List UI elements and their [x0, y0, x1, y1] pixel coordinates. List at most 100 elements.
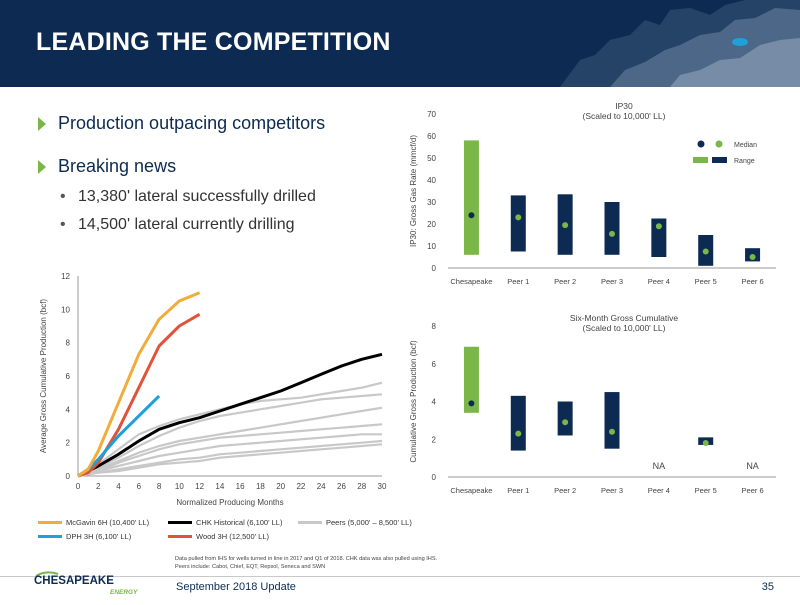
page-title: LEADING THE COMPETITION: [36, 28, 391, 56]
y-tick-label: 0: [432, 473, 437, 482]
y-tick-label: 8: [66, 339, 71, 348]
sub-bullet: • 14,500' lateral currently drilling: [60, 216, 295, 234]
footnote-line: Peers include: Cabot, Chief, EQT, Repsol…: [175, 564, 326, 570]
series-line-peer: [77, 433, 382, 478]
y-tick-label: 4: [432, 398, 437, 407]
x-tick-label: 14: [215, 482, 224, 491]
series-line: [77, 313, 201, 478]
x-tick-label: Peer 4: [648, 277, 670, 286]
x-tick-label: Peer 5: [695, 486, 717, 495]
line-chart-legend: McGavin 6H (10,400' LL) CHK Historical (…: [38, 514, 438, 544]
range-bar: [510, 395, 526, 451]
x-tick-label: 26: [337, 482, 346, 491]
header-banner: LEADING THE COMPETITION: [0, 0, 800, 87]
y-tick-label: 0: [66, 472, 71, 481]
median-point: [468, 212, 475, 219]
x-tick-label: 12: [195, 482, 204, 491]
legend-swatch: [168, 521, 192, 524]
legend-item-wood: Wood 3H (12,500' LL): [168, 532, 269, 541]
x-tick-label: Peer 3: [601, 486, 623, 495]
series-line-peer: [77, 393, 383, 478]
y-tick-label: 12: [61, 272, 70, 281]
y-tick-label: 10: [427, 242, 436, 251]
x-tick-label: Chesapeake: [450, 277, 492, 286]
median-point: [702, 248, 709, 255]
chart-title: IP30: [615, 101, 633, 111]
svg-text:CHESAPEAKE: CHESAPEAKE: [34, 575, 114, 587]
bullet-item: Production outpacing competitors: [38, 113, 325, 134]
footer-text: September 2018 Update: [176, 581, 296, 593]
bullet-item: Breaking news: [38, 156, 176, 177]
legend-range-chk: [693, 157, 708, 163]
range-bar: [557, 401, 573, 436]
range-bar: [463, 346, 479, 413]
legend-swatch: [38, 521, 62, 524]
legend-label: Range: [734, 158, 755, 165]
na-label: NA: [653, 461, 666, 471]
x-tick-label: Peer 1: [507, 486, 529, 495]
x-tick-label: 24: [317, 482, 326, 491]
sub-bullet-text: 14,500' lateral currently drilling: [78, 216, 295, 233]
median-point: [702, 440, 709, 447]
x-tick-label: Peer 6: [742, 486, 764, 495]
y-tick-label: 4: [66, 405, 71, 414]
legend-item-peers: Peers (5,000' – 8,500' LL): [298, 518, 412, 527]
footnote-line: Data pulled from IHS for wells turned in…: [175, 556, 438, 562]
legend-median-chk: [697, 140, 705, 148]
x-tick-label: Peer 4: [648, 486, 670, 495]
range-bar: [510, 195, 526, 252]
legend-item-chk-historical: CHK Historical (6,100' LL): [168, 518, 282, 527]
page-number: 35: [761, 581, 774, 593]
legend-item-dph: DPH 3H (6,100' LL): [38, 532, 131, 541]
x-tick-label: Peer 1: [507, 277, 529, 286]
series-line-peer: [77, 443, 383, 478]
legend-item-mcgavin: McGavin 6H (10,400' LL): [38, 518, 149, 527]
bullet-arrow-icon: [38, 159, 46, 174]
footnote: Data pulled from IHS for wells turned in…: [175, 555, 437, 571]
x-tick-label: Peer 2: [554, 486, 576, 495]
x-tick-label: 16: [236, 482, 245, 491]
legend-label: Median: [734, 142, 757, 149]
x-tick-label: 22: [296, 482, 305, 491]
range-bar: [463, 140, 479, 255]
us-map-graphic: [560, 0, 800, 87]
six-month-cumulative-chart: Six-Month Gross Cumulative(Scaled to 10,…: [409, 313, 776, 495]
x-tick-label: 30: [378, 482, 387, 491]
legend-label: McGavin 6H (10,400' LL): [66, 518, 150, 527]
y-axis-label: Average Gross Cumulative Production (bcf…: [39, 299, 48, 453]
y-tick-label: 0: [432, 264, 437, 273]
legend-label: DPH 3H (6,100' LL): [66, 532, 132, 541]
y-tick-label: 8: [432, 322, 437, 331]
sub-bullet: • 13,380' lateral successfully drilled: [60, 188, 316, 206]
na-label: NA: [746, 461, 759, 471]
y-tick-label: 40: [427, 176, 436, 185]
y-tick-label: 6: [66, 372, 71, 381]
ip30-chart: IP30(Scaled to 10,000' LL) 0 10 20 30 40 50 60 7…: [409, 101, 776, 286]
y-tick-label: 30: [427, 198, 436, 207]
y-axis-label: IP30: Gross Gas Rate (mmcf/d): [409, 135, 418, 247]
bullet-text: Production outpacing competitors: [58, 113, 326, 133]
y-tick-label: 60: [427, 132, 436, 141]
median-point: [655, 223, 662, 230]
x-tick-label: 10: [175, 482, 184, 491]
y-tick-label: 20: [427, 220, 436, 229]
legend-label: Wood 3H (12,500' LL): [196, 532, 270, 541]
legend-range-peer: [712, 157, 727, 163]
median-point: [749, 254, 756, 260]
x-tick-label: 18: [256, 482, 265, 491]
median-point: [562, 419, 569, 426]
y-axis-label: Cumulative Gross Production (bcf): [409, 340, 418, 463]
svg-text:ENERGY: ENERGY: [110, 589, 138, 596]
legend-swatch: [298, 521, 322, 524]
y-tick-label: 50: [427, 154, 436, 163]
x-tick-label: 0: [76, 482, 81, 491]
x-tick-label: 4: [116, 482, 121, 491]
median-point: [562, 222, 569, 229]
x-tick-label: 6: [137, 482, 142, 491]
x-tick-label: Chesapeake: [450, 486, 492, 495]
sub-bullet-text: 13,380' lateral successfully drilled: [78, 188, 316, 205]
legend-swatch: [168, 535, 192, 538]
x-tick-label: Peer 2: [554, 277, 576, 286]
bullet-arrow-icon: [38, 116, 46, 131]
